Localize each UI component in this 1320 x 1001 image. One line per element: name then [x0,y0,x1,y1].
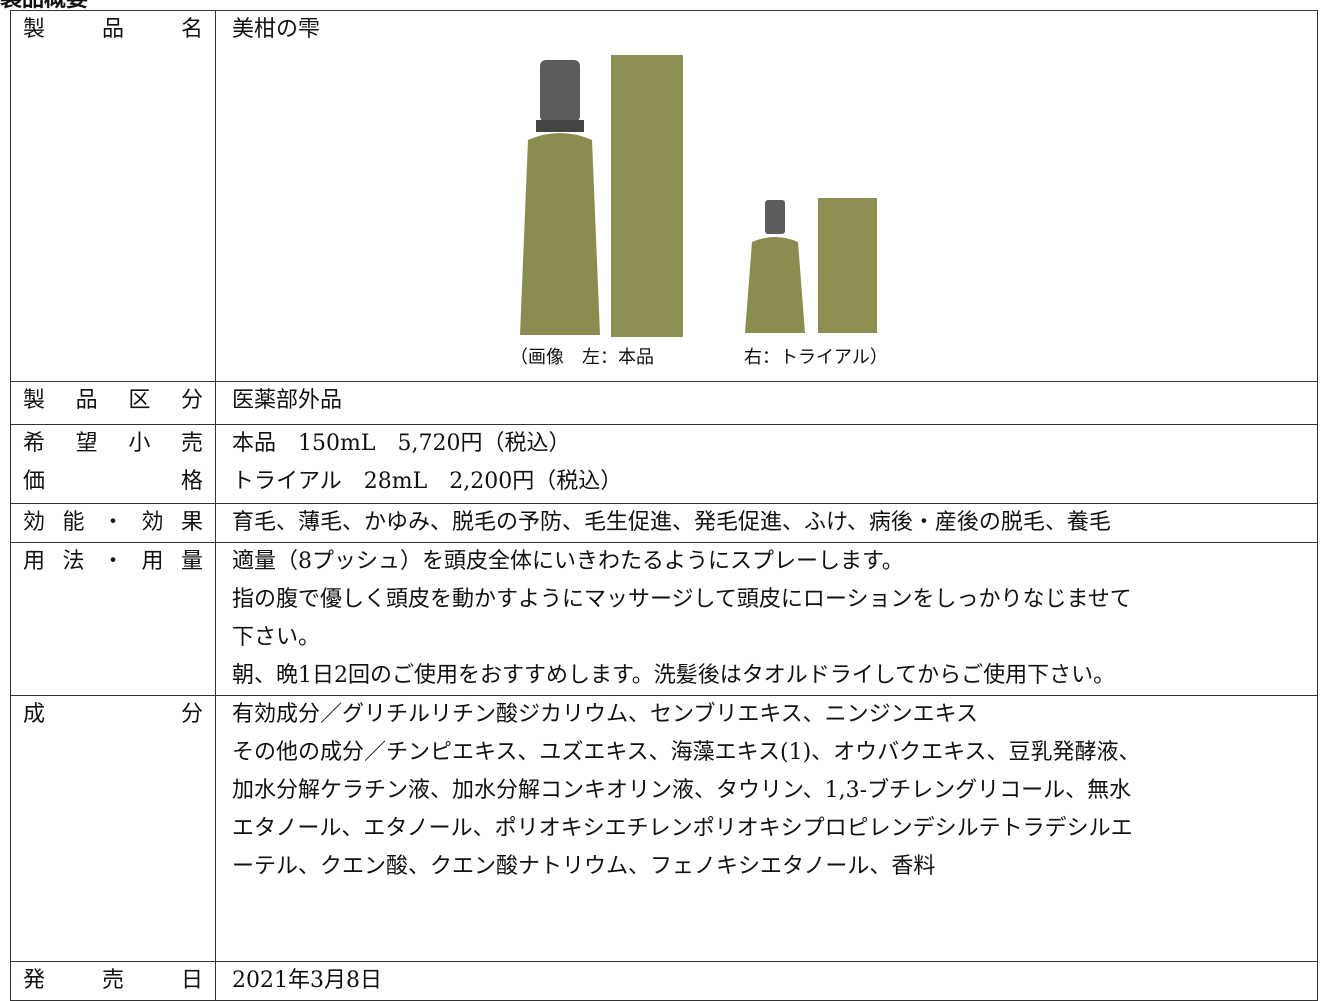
row-label: 製品区分 [10,381,216,425]
value-text: 朝、晩1日2回のご使用をおすすめします。洗髪後はタオルドライしてからご使用下さい… [232,663,1116,688]
label-text: 製品区分 [23,388,203,413]
value-text: 指の腹で優しく頭皮を動かすようにマッサージして頭皮にローションをしっかりなじませ… [232,587,1132,612]
row-value: 2021年3月8日 [215,961,1318,1001]
trial-box [818,198,877,333]
table-row: 効能・効果 育毛、薄毛、かゆみ、脱毛の予防、毛生促進、発毛促進、ふけ、病後・産後の… [10,503,1318,543]
label-text: 製品名 [23,17,203,42]
value-text: 美柑の雫 [232,17,321,42]
row-label: 製品名 [10,10,216,382]
row-value: 有効成分／グリチルリチン酸ジカリウム、センブリエキス、ニンジンエキスその他の成分… [215,695,1318,962]
label-text: 効能・効果 [23,510,203,535]
row-label: 効能・効果 [10,503,216,543]
table-row: 希望小売 価格 本品 150mL 5,720円（税込） トライアル 28mL 2,20… [10,424,1318,504]
row-value: 適量（8プッシュ）を頭皮全体にいきわたるようにスプレーします。指の腹で優しく頭皮… [215,542,1318,696]
value-text: 育毛、薄毛、かゆみ、脱毛の予防、毛生促進、発毛促進、ふけ、病後・産後の脱毛、養毛 [232,510,1111,535]
trial-bottle [745,200,805,333]
label-text: 用法・用量 [23,549,203,574]
image-caption: （画像 左：本品 右：トライアル） [510,347,888,368]
heading: 製品概要 [0,0,88,12]
product-image [520,55,877,337]
value-text: トライアル 28mL 2,200円（税込） [232,469,623,494]
value-text: 本品 150mL 5,720円（税込） [232,431,571,456]
table-row: 用法・用量 適量（8プッシュ）を頭皮全体にいきわたるようにスプレーします。 指の腹で… [10,542,1318,696]
table-row: 成分 有効成分／グリチルリチン酸ジカリウム、センブリエキス、ニンジンエキス その他の… [10,695,1318,962]
main-bottle [520,60,600,335]
label-text: 成分 [23,702,203,727]
value-text: ーテル、クエン酸、クエン酸ナトリウム、フェノキシエタノール、香料 [232,854,936,879]
label-text: 希望小売 [23,431,203,456]
label-text: 発売日 [23,968,203,993]
value-text: 2021年3月8日 [232,968,382,993]
label-text: 価格 [23,469,203,494]
value-text: 医薬部外品 [232,388,343,413]
table-row: 発売日 2021年3月8日 [10,961,1318,1001]
main-box [611,55,683,337]
value-text: 下さい。 [232,625,321,650]
value-text: 適量（8プッシュ）を頭皮全体にいきわたるようにスプレーします。 [232,549,904,574]
value-text: エタノール、エタノール、ポリオキシエチレンポリオキシプロピレンデシルテトラデシル… [232,816,1133,841]
row-label: 希望小売 価格 [10,424,216,504]
value-text: 有効成分／グリチルリチン酸ジカリウム、センブリエキス、ニンジンエキス [232,702,979,727]
row-value: 本品 150mL 5,720円（税込） トライアル 28mL 2,200円（税込） [215,424,1318,504]
row-label: 成分 [10,695,216,962]
row-label: 用法・用量 [10,542,216,696]
value-text: その他の成分／チンピエキス、ユズエキス、海藻エキス(1)、オウバクエキス、豆乳発… [232,740,1141,765]
row-value: 育毛、薄毛、かゆみ、脱毛の予防、毛生促進、発毛促進、ふけ、病後・産後の脱毛、養毛 [215,503,1318,543]
value-text: 加水分解ケラチン液、加水分解コンキオリン液、タウリン、1,3-ブチレングリコール… [232,778,1132,803]
row-label: 発売日 [10,961,216,1001]
